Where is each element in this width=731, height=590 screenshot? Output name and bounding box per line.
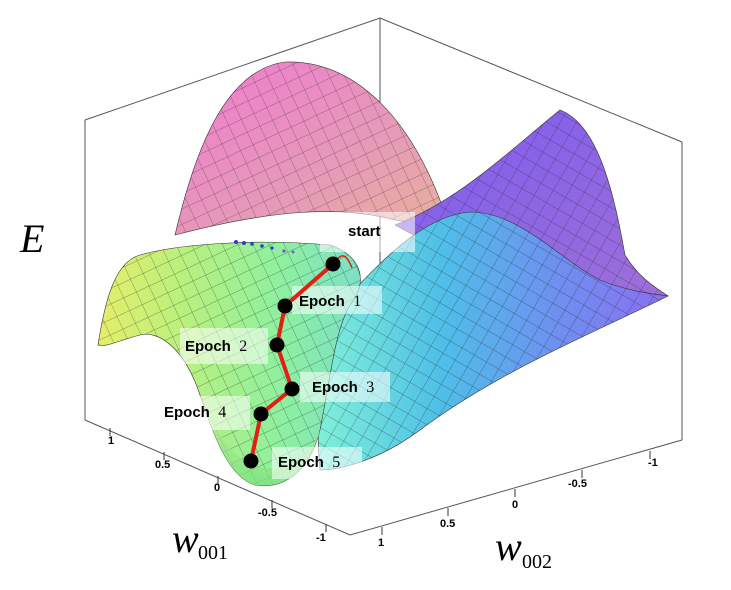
axis-title-y: w 002 [495, 524, 552, 573]
descent-segment [283, 262, 335, 308]
tick-label: -0.5 [258, 507, 277, 519]
point-epoch-1 [277, 298, 293, 314]
surface-artifacts [234, 240, 295, 254]
tick-label: -0.5 [568, 478, 587, 490]
tick-labels-left: 1 0.5 0 -0.5 -1 [108, 435, 326, 544]
descent-path [243, 255, 353, 469]
axis-title-z: E [19, 216, 44, 261]
tick-label: 0 [214, 482, 220, 494]
tick-label: -1 [316, 532, 326, 544]
tick-label: 0 [512, 499, 518, 511]
bounding-box-front [84, 142, 683, 536]
point-start [325, 256, 341, 272]
tick-label: 0.5 [155, 459, 170, 471]
axis-title-y-sub: 002 [522, 551, 552, 573]
label-epoch-2: Epoch 2 [185, 338, 247, 355]
point-epoch-2 [269, 337, 285, 353]
point-epoch-5 [243, 453, 259, 469]
surface-bowl [200, 395, 320, 486]
axis-title-x-sub: 001 [198, 542, 228, 564]
label-epoch-4: Epoch 4 [164, 404, 226, 421]
label-epoch-5: Epoch 5 [278, 454, 340, 471]
label-start: start [348, 223, 381, 240]
descent-segment [275, 343, 294, 391]
ticks-left [109, 428, 327, 532]
tick-labels-right: 1 0.5 0 -0.5 -1 [378, 457, 658, 549]
point-epoch-3 [284, 381, 300, 397]
ticks-right [381, 451, 651, 535]
descent-segment [249, 412, 263, 463]
label-epoch-1: Epoch 1 [299, 293, 361, 310]
tick-label: 1 [378, 537, 384, 549]
axis-title-x: w 001 [172, 516, 228, 564]
axis-title-x-main: w [172, 516, 199, 561]
point-epoch-4 [253, 406, 269, 422]
tick-label: 1 [108, 435, 114, 447]
tick-label: -1 [648, 457, 658, 469]
point-labels: start Epoch 1 Epoch 2 Epoch 3 Epoch 4 Ep… [164, 223, 381, 471]
label-epoch-3: Epoch 3 [312, 379, 374, 396]
tick-label: 0.5 [440, 518, 455, 530]
axis-title-y-main: w [495, 524, 522, 569]
